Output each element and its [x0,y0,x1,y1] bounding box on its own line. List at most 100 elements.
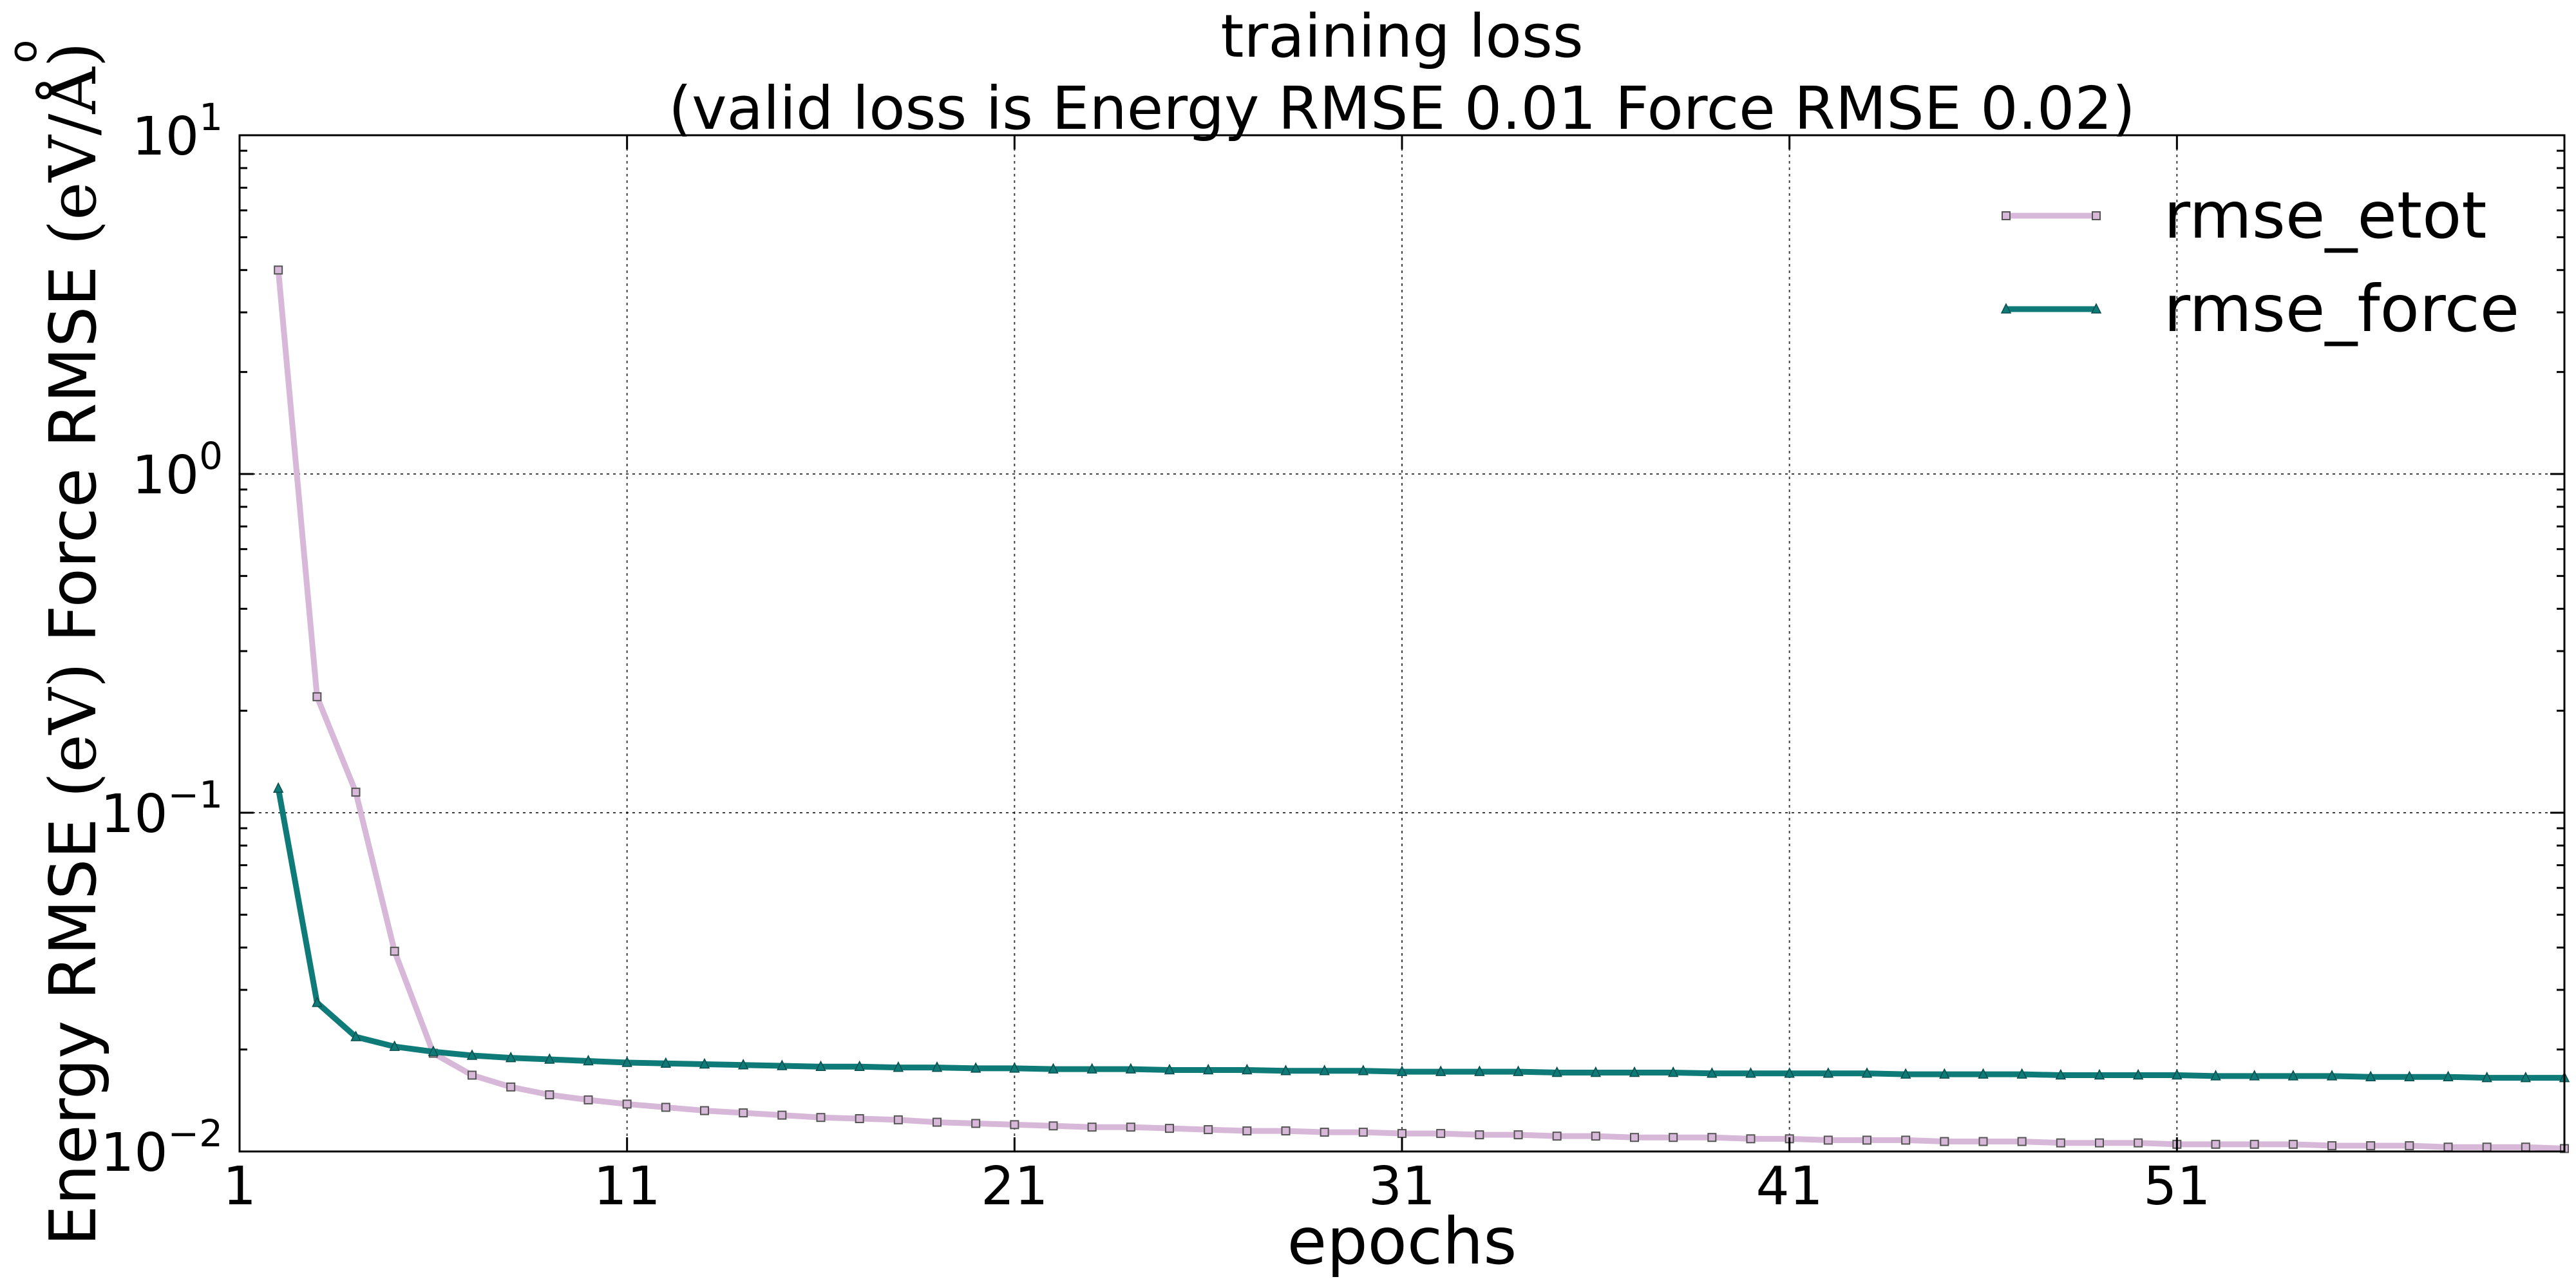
data-point [2172,1068,2183,1080]
data-point [1513,1130,1523,1140]
data-point [2016,1068,2027,1079]
y-tick-label: 101 [132,95,223,167]
legend-marker [2002,211,2011,220]
series-line-rmse_force [275,788,2564,1081]
data-point [2405,1141,2414,1151]
chart-title: training loss [1220,2,1583,71]
data-point [1513,1065,1524,1076]
data-point [739,1108,748,1118]
data-point [933,1117,942,1127]
data-point [816,1113,826,1122]
data-point [661,1103,670,1112]
data-point [1202,1063,1214,1075]
y-axis-label-unit: (eV) [35,663,111,797]
data-point [1358,1128,1368,1137]
data-point [1630,1133,1639,1142]
data-point [931,1061,943,1072]
data-point [700,1106,709,1115]
data-point [1086,1063,1097,1074]
data-point [1707,1133,1717,1142]
data-point [699,1057,710,1069]
data-point [2249,1139,2259,1149]
data-point [893,1061,904,1072]
data-point [1204,1125,1213,1135]
data-point [2095,1138,2104,1148]
legend-item: rmse_force [2000,271,2519,346]
data-point [583,1095,593,1104]
data-point [2443,1142,2453,1152]
series-line-rmse_etot [275,269,2565,1151]
data-point [1474,1065,1485,1076]
y-tick-label: 10−1 [100,773,223,845]
data-point [1164,1063,1175,1075]
data-point [2017,1137,2027,1146]
data-point [2327,1141,2336,1151]
data-point [389,1040,400,1051]
x-tick-label: 1 [223,1156,256,1217]
data-point [1784,1067,1795,1078]
legend-marker [2000,303,2012,314]
data-point [737,1059,749,1070]
data-point [1861,1067,1873,1078]
grid [240,135,2564,1151]
series-rmse_force [272,782,2570,1083]
data-point [1087,1122,1097,1132]
data-point [2520,1071,2532,1083]
data-point [971,1119,981,1128]
data-point [2366,1141,2376,1151]
data-point [970,1062,981,1073]
data-point [1940,1137,1949,1146]
data-point [506,1082,516,1092]
data-point [1435,1065,1446,1076]
data-point [312,692,322,701]
data-point [1707,1067,1718,1078]
data-point [2287,1070,2299,1081]
data-point [505,1051,516,1063]
data-point [1900,1068,1911,1079]
data-point [351,788,361,797]
data-point [2521,1142,2530,1152]
data-point [1358,1065,1369,1075]
data-point [1048,1121,1058,1131]
data-point [1746,1134,1756,1144]
x-tick-label: 51 [2143,1156,2210,1217]
data-point [428,1045,439,1056]
svg-text:Energy RMSE (eV) Force RMSE (: Energy RMSE (eV) Force RMSE (eV/Å) [35,42,111,1245]
data-point [1629,1066,1640,1077]
data-point [777,1059,788,1070]
data-point [1319,1065,1330,1075]
x-tick-label: 41 [1756,1156,1823,1217]
legend-marker [2092,211,2101,220]
legend: rmse_etot rmse_force [2000,178,2519,346]
data-point [468,1070,477,1080]
data-point [544,1053,555,1064]
data-point [1667,1066,1679,1077]
data-point [1552,1132,1562,1141]
data-point [1281,1126,1291,1136]
data-point [1591,1132,1600,1141]
legend-label: rmse_etot [2164,178,2487,253]
data-point [1590,1066,1602,1077]
data-point [2482,1142,2492,1152]
y-axis-label-part: Energy RMSE [35,798,111,1246]
data-point [1165,1124,1174,1133]
data-point [621,1056,632,1067]
data-point [622,1099,632,1109]
x-tick-label: 11 [593,1156,660,1217]
data-point [1242,1126,1252,1136]
data-point [1475,1130,1484,1140]
data-point [1320,1128,1329,1137]
y-tick-label: 10−2 [100,1112,223,1184]
y-axis-label-unit: (eV/Å) [35,42,111,245]
y-tick-label: 100 [132,434,223,506]
data-point [854,1060,865,1072]
data-point [1126,1122,1135,1132]
data-point [1901,1135,1911,1145]
data-point [2210,1070,2221,1081]
y-axis-label-ring: o [1,40,46,64]
data-point [350,1030,361,1041]
legend-item: rmse_etot [2002,178,2487,253]
data-point [583,1054,594,1066]
data-point [2134,1138,2143,1148]
